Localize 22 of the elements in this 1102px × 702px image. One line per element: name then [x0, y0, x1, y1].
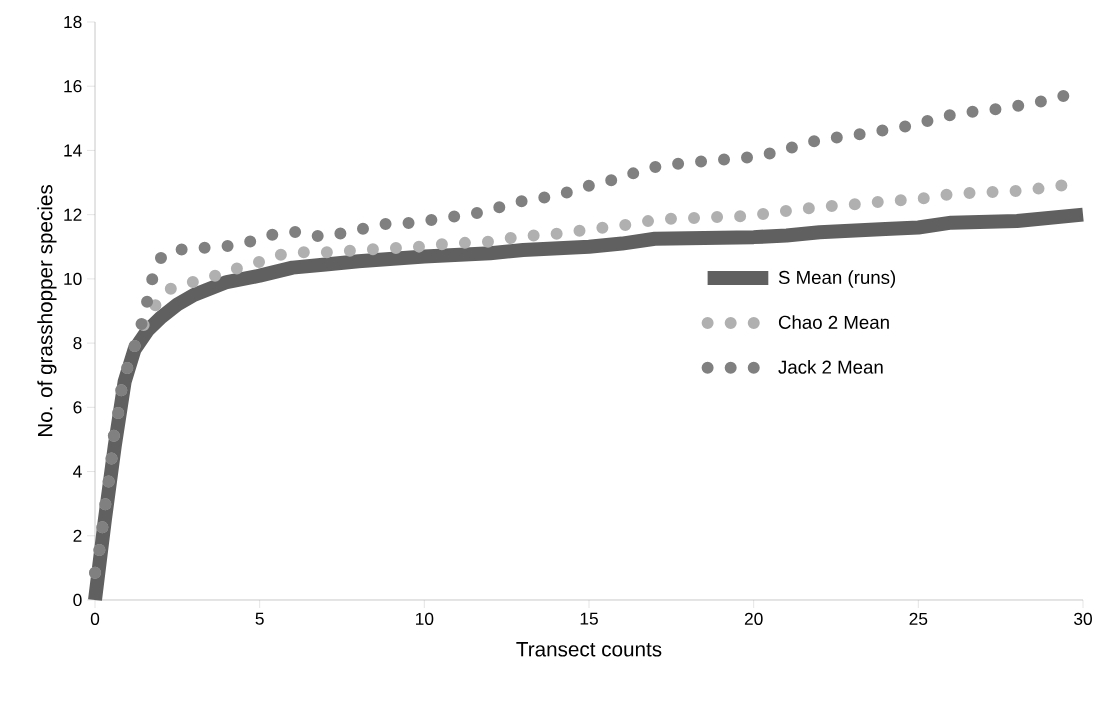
- y-tick-label: 2: [73, 529, 82, 542]
- legend-label: Chao 2 Mean: [778, 315, 889, 329]
- y-tick-label: 16: [64, 80, 82, 93]
- x-axis-title: Transect counts: [516, 642, 662, 657]
- x-tick-label: 5: [255, 612, 264, 625]
- x-tick-label: 15: [580, 612, 598, 625]
- y-tick-label: 12: [64, 208, 82, 221]
- x-tick-label: 30: [1074, 612, 1092, 625]
- legend-label: S Mean (runs): [778, 270, 896, 288]
- x-tick-label: 0: [90, 612, 100, 625]
- y-tick-label: 4: [73, 465, 82, 478]
- x-tick-label: 10: [416, 612, 434, 625]
- y-tick-label: 0: [73, 593, 82, 607]
- y-tick-label: 14: [64, 144, 82, 157]
- y-tick-label: 10: [64, 272, 82, 286]
- x-tick-label: 20: [744, 612, 763, 625]
- x-tick-label: 25: [909, 612, 928, 625]
- y-tick-label: 6: [73, 401, 82, 414]
- legend-label: Jack 2 Mean: [778, 360, 883, 374]
- y-tick-label: 8: [73, 336, 82, 350]
- y-axis-title: No. of grasshopper species: [37, 185, 57, 437]
- y-tick-label: 18: [64, 15, 82, 29]
